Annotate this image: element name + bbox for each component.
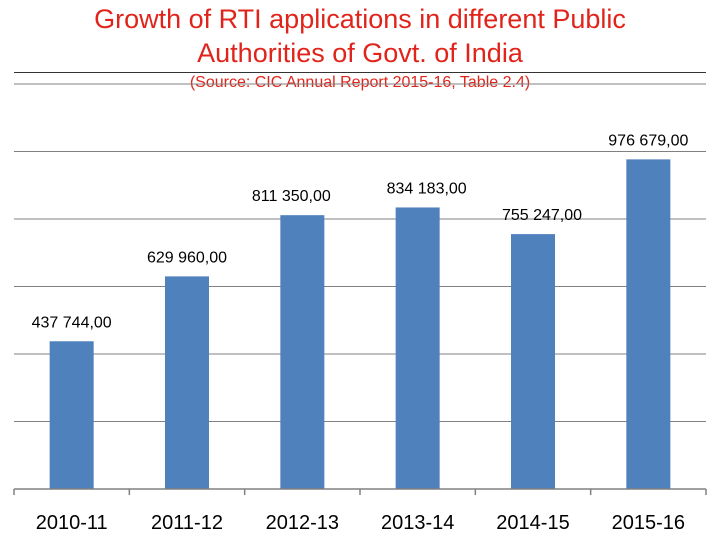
bar-2015-16 — [626, 159, 671, 489]
title-divider — [14, 72, 706, 73]
x-tick-label-2015-16: 2015-16 — [612, 512, 685, 534]
x-tick-label-2010-11: 2010-11 — [36, 512, 108, 534]
bar-2013-14 — [395, 207, 440, 489]
chart-title-line-1: Growth of RTI applications in different … — [94, 4, 626, 34]
data-label-2011-12: 629 960,00 — [147, 249, 227, 266]
chart-subtitle: (Source: CIC Annual Report 2015-16, Tabl… — [189, 74, 531, 91]
data-label-2013-14: 834 183,00 — [387, 180, 467, 197]
bar-2011-12 — [165, 276, 209, 489]
bar-2012-13 — [280, 215, 325, 489]
chart-title: Growth of RTI applications in different … — [0, 2, 720, 70]
data-label-2015-16: 976 679,00 — [608, 132, 688, 149]
x-tick-label-2014-15: 2014-15 — [496, 512, 569, 534]
bar-2010-11 — [49, 341, 94, 489]
bar-2014-15 — [511, 234, 555, 489]
x-tick-label-2011-12: 2011-12 — [151, 512, 223, 534]
data-label-2012-13: 811 350,00 — [252, 188, 331, 205]
data-label-2010-11: 437 744,00 — [32, 314, 112, 331]
chart-title-line-2: Authorities of Govt. of India — [197, 38, 523, 68]
x-tick-label-2012-13: 2012-13 — [266, 512, 339, 534]
data-label-2014-15: 755 247,00 — [502, 207, 582, 224]
x-tick-label-2013-14: 2013-14 — [381, 512, 454, 534]
